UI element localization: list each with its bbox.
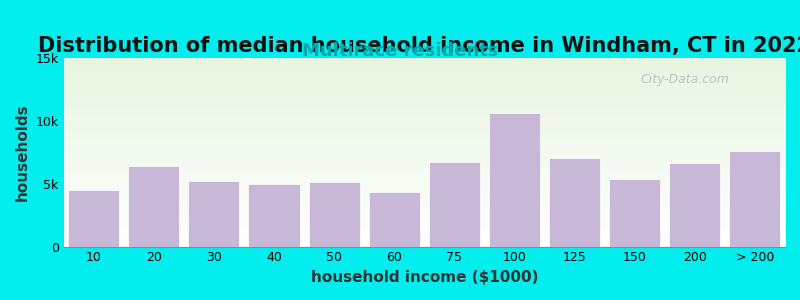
Bar: [128, 166, 179, 247]
Bar: [489, 113, 540, 247]
Title: Distribution of median household income in Windham, CT in 2022: Distribution of median household income …: [38, 36, 800, 56]
Bar: [429, 162, 480, 247]
Y-axis label: households: households: [15, 103, 30, 201]
Bar: [670, 164, 720, 247]
X-axis label: household income ($1000): household income ($1000): [310, 270, 538, 285]
Bar: [249, 184, 299, 247]
Text: Multirace residents: Multirace residents: [302, 42, 498, 60]
Bar: [730, 151, 781, 247]
Bar: [309, 182, 360, 247]
Bar: [68, 190, 119, 247]
Bar: [609, 178, 660, 247]
Bar: [369, 192, 420, 247]
Text: City-Data.com: City-Data.com: [641, 73, 730, 86]
Bar: [188, 181, 239, 247]
Bar: [549, 158, 600, 247]
